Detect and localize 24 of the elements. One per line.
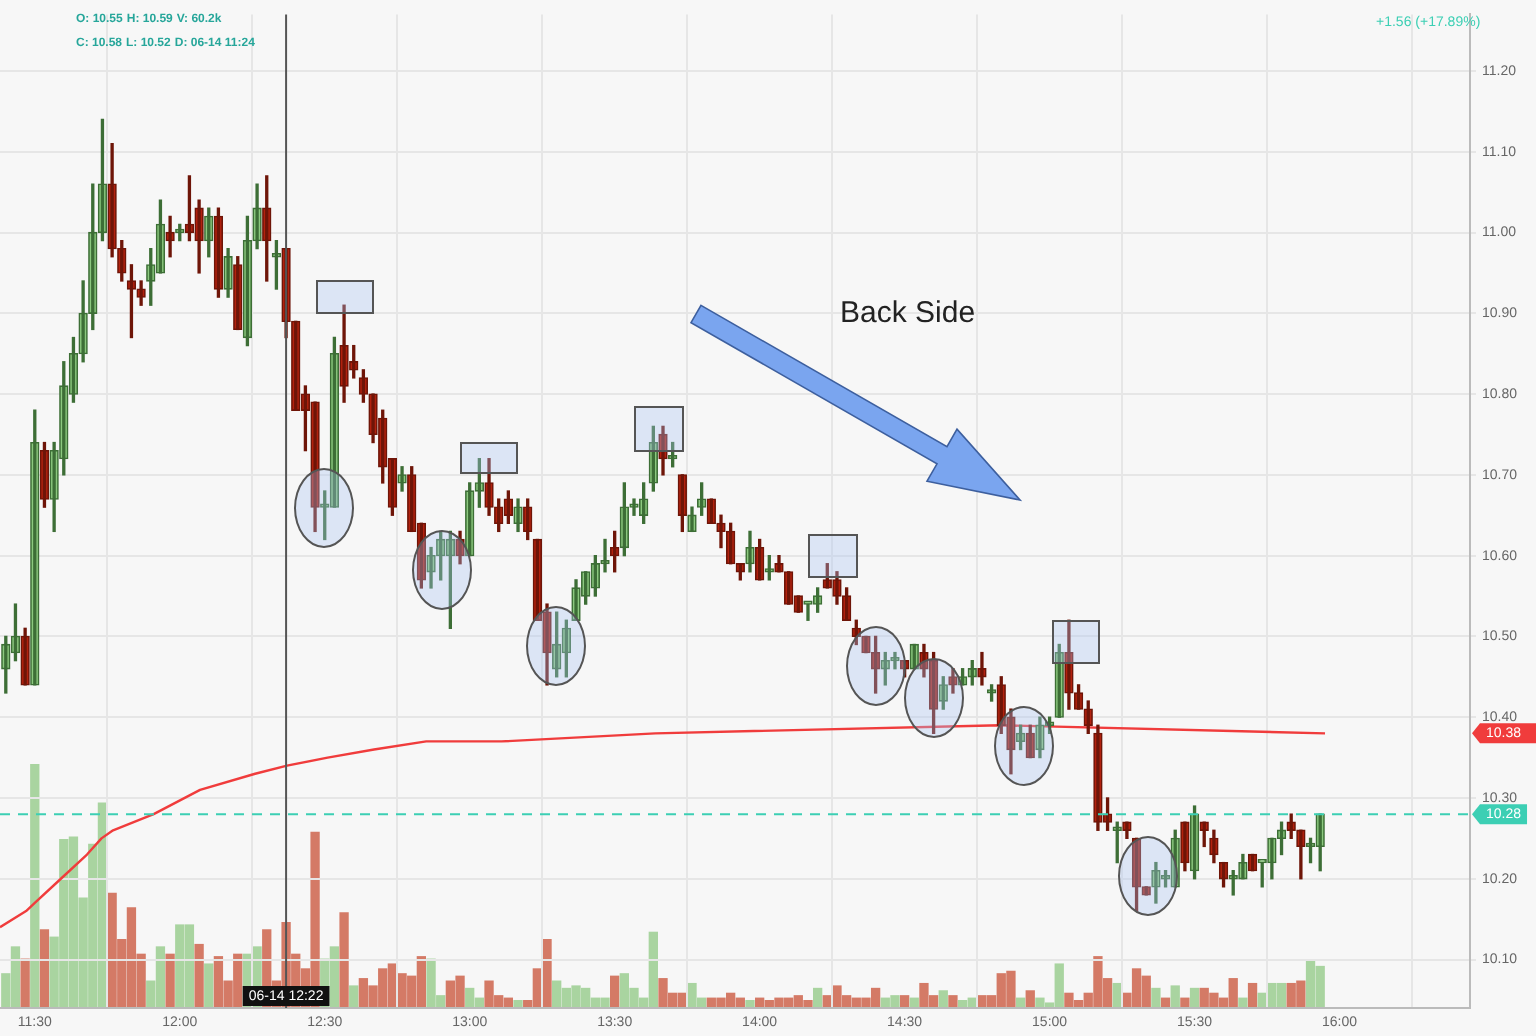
bar	[948, 995, 958, 1008]
bar	[1151, 987, 1161, 1008]
bar	[938, 990, 948, 1008]
annotation: Back Side	[840, 296, 976, 330]
bar	[1247, 982, 1258, 1008]
bar	[1189, 987, 1200, 1008]
bar	[1180, 997, 1190, 1008]
bar	[204, 963, 214, 1008]
bar	[165, 953, 175, 1008]
bar	[349, 985, 359, 1008]
bar	[899, 995, 910, 1008]
bar	[1170, 985, 1180, 1008]
bar	[1276, 982, 1287, 1008]
bar	[30, 764, 40, 1008]
bar	[1238, 997, 1248, 1008]
bar	[610, 975, 620, 1008]
bar	[39, 929, 50, 1008]
bar	[812, 987, 823, 1008]
bar	[745, 1000, 755, 1008]
bar	[194, 943, 204, 1008]
bar	[1025, 990, 1035, 1008]
bar	[513, 1000, 523, 1008]
bar	[339, 912, 349, 1008]
bar	[20, 958, 30, 1008]
